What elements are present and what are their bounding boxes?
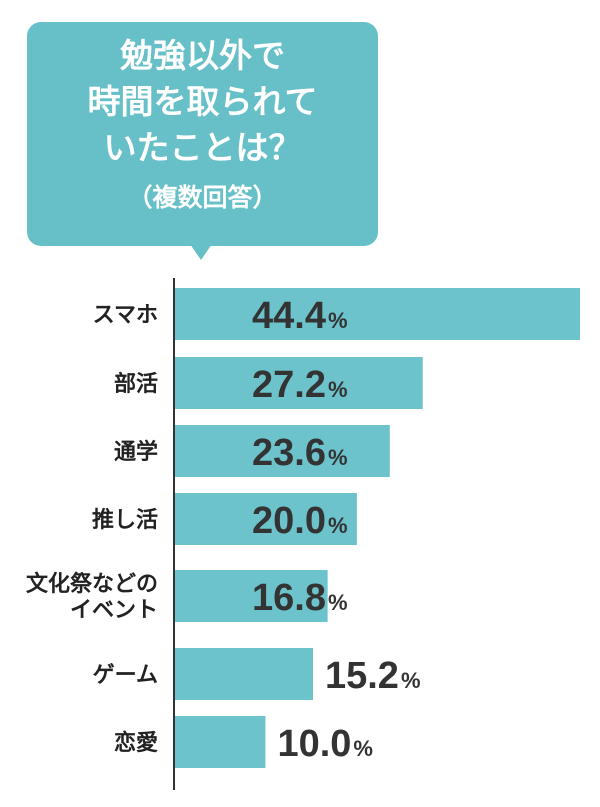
value-label-3: 20.0 [252, 500, 326, 542]
bar-3 [174, 493, 357, 545]
bar-5 [174, 648, 313, 700]
value-unit-4: % [328, 590, 348, 615]
chart-title-line-2: 時間を取られて [87, 82, 318, 121]
category-label-0: スマホ [93, 303, 158, 328]
title-bubble-tail [190, 244, 212, 260]
value-label-6: 10.0 [277, 723, 351, 765]
value-unit-0: % [328, 308, 348, 333]
value-label-5: 15.2 [325, 655, 399, 697]
value-unit-5: % [401, 668, 421, 693]
value-unit-1: % [328, 377, 348, 402]
value-unit-3: % [328, 513, 348, 538]
category-label-3: 推し活 [92, 508, 158, 533]
category-label-2: 通学 [114, 439, 158, 465]
value-label-0: 44.4 [252, 295, 326, 337]
title-bubble [27, 22, 378, 246]
chart-subtitle: （複数回答） [127, 183, 278, 212]
category-label-4-1: イベント [70, 598, 158, 623]
category-label-5: ゲーム [93, 663, 158, 688]
bar-0 [174, 288, 580, 340]
category-label-4-0: 文化祭などの [26, 571, 158, 597]
category-label-6: 恋愛 [114, 730, 158, 756]
chart-title-line-1: 勉強以外で [120, 36, 285, 75]
chart-title-line-3: いたことは？ [103, 128, 302, 167]
value-label-1: 27.2 [252, 364, 326, 406]
category-label-1: 部活 [114, 371, 158, 397]
bar-1 [174, 357, 423, 409]
bar-6 [174, 716, 266, 768]
bar-2 [174, 425, 390, 477]
value-label-4: 16.8 [252, 577, 326, 619]
value-unit-2: % [328, 445, 348, 470]
value-label-2: 23.6 [252, 432, 326, 474]
value-unit-6: % [353, 736, 373, 761]
bar-4 [174, 570, 328, 622]
